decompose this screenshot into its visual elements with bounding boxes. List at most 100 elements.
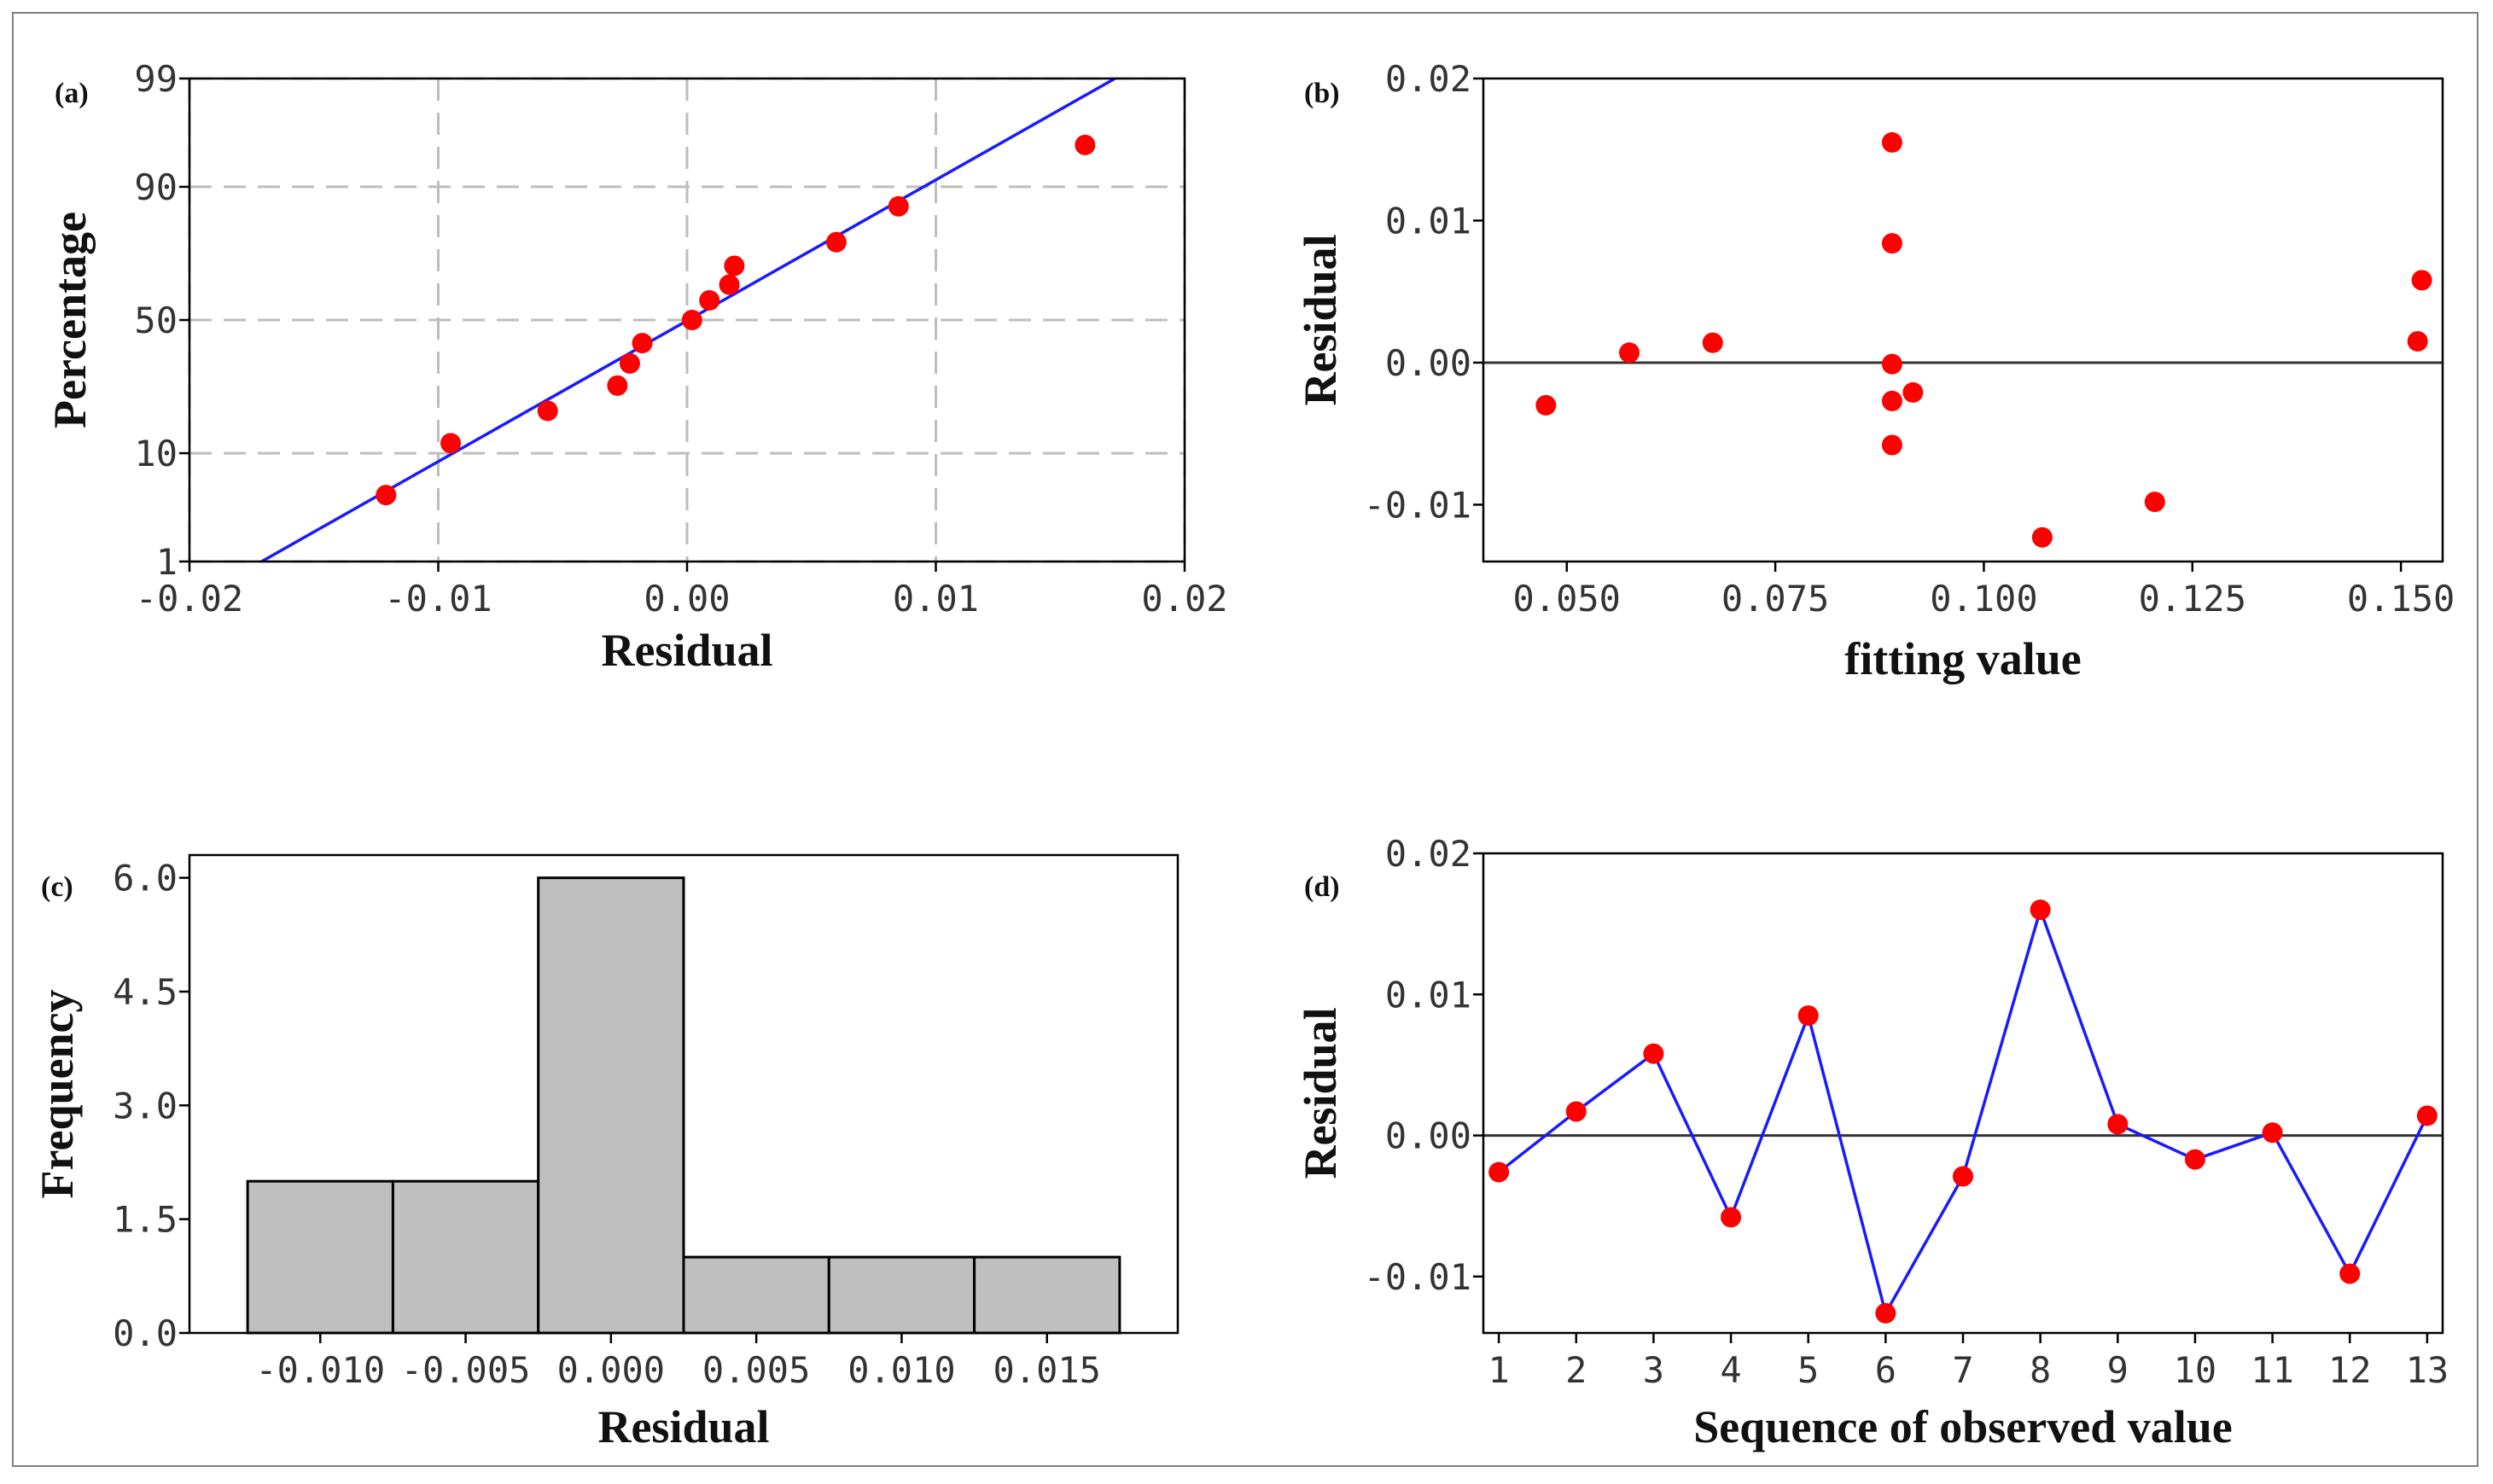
- y-tick-label: 0.01: [1385, 974, 1471, 1016]
- data-point: [376, 485, 397, 506]
- data-point: [537, 400, 558, 422]
- x-tick-label: 11: [2251, 1349, 2294, 1391]
- y-tick-label: 6.0: [113, 858, 178, 899]
- panel-label: (c): [41, 871, 73, 903]
- y-tick-label: 50: [134, 300, 178, 341]
- y-axis-title: Residual: [1295, 1007, 1346, 1178]
- data-point: [2262, 1122, 2283, 1144]
- y-tick-label: 0.00: [1385, 342, 1471, 384]
- histogram-bar: [973, 1255, 1121, 1335]
- data-point: [1535, 394, 1557, 416]
- x-tick-label: -0.010: [255, 1349, 385, 1391]
- data-point: [440, 433, 462, 454]
- data-point: [2030, 899, 2051, 921]
- data-point: [724, 255, 745, 276]
- y-axis-title: Frequency: [32, 990, 83, 1199]
- x-tick-label: 2: [1565, 1349, 1587, 1391]
- y-axis-title: Residual: [1295, 234, 1346, 405]
- data-point: [1881, 434, 1902, 456]
- data-point: [2407, 330, 2428, 352]
- x-tick-label: 5: [1797, 1349, 1819, 1391]
- panel-label: (b): [1304, 78, 1340, 109]
- panel-a: -0.02 -0.01 0.00 0.01 0.02 1 10 50 90 99 Residual P…: [44, 58, 1228, 676]
- x-tick-label: -0.01: [384, 578, 492, 620]
- x-tick-label: -0.02: [136, 578, 243, 620]
- data-point: [681, 310, 702, 330]
- histogram-bar: [537, 876, 685, 1335]
- x-axis-title: Sequence of observed value: [1693, 1401, 2232, 1452]
- x-tick-label: 0.015: [993, 1349, 1101, 1391]
- data-point: [1702, 332, 1723, 353]
- data-point: [619, 352, 640, 374]
- y-tick-label: 1.5: [113, 1199, 178, 1241]
- y-tick-label: -0.01: [1364, 484, 1471, 526]
- y-tick-label: 0.02: [1385, 833, 1471, 875]
- x-tick-label: 6: [1875, 1349, 1896, 1391]
- data-point: [888, 195, 909, 217]
- x-axis-title: Residual: [601, 625, 772, 676]
- y-tick-label: 99: [134, 58, 178, 100]
- data-point: [699, 289, 720, 311]
- data-point: [1881, 233, 1902, 254]
- data-point: [2144, 492, 2165, 513]
- data-point: [1643, 1043, 1664, 1064]
- x-tick-label: 3: [1643, 1349, 1664, 1391]
- x-tick-label: 8: [2030, 1349, 2051, 1391]
- y-tick-label: -0.01: [1364, 1256, 1471, 1298]
- data-point: [1565, 1101, 1587, 1122]
- x-tick-label: 0.100: [1930, 578, 2037, 620]
- data-point: [1902, 381, 1924, 403]
- data-point: [1619, 342, 1640, 364]
- y-tick-label: 3.0: [113, 1085, 178, 1126]
- data-point: [1881, 131, 1902, 153]
- data-point: [1721, 1207, 1742, 1228]
- data-point: [1797, 1005, 1819, 1027]
- x-axis-title: fitting value: [1844, 633, 2082, 684]
- panel-label: (d): [1304, 871, 1340, 903]
- data-point: [1875, 1302, 1896, 1324]
- y-tick-label: 4.5: [113, 971, 178, 1013]
- panel-c: -0.010 -0.005 0.000 0.005 0.010 0.015 0.0 1.5 3.…: [32, 853, 1180, 1452]
- x-tick-label: 1: [1488, 1349, 1509, 1391]
- x-tick-label: 0.050: [1513, 578, 1621, 620]
- data-point: [719, 274, 740, 295]
- histogram-bar: [682, 1255, 830, 1335]
- data-point: [1881, 353, 1902, 375]
- x-tick-label: 4: [1720, 1349, 1741, 1391]
- x-tick-label: -0.005: [401, 1349, 531, 1391]
- panel-label: (a): [55, 78, 89, 109]
- x-tick-label: 10: [2174, 1349, 2217, 1391]
- y-tick-label: 10: [134, 433, 178, 474]
- y-tick-label: 0.01: [1385, 200, 1471, 242]
- x-tick-label: 0.005: [702, 1349, 810, 1391]
- histogram-bar: [246, 1179, 394, 1335]
- panel-b: 0.050 0.075 0.100 0.125 0.150 -0.01 0.00 0.01 0.…: [1295, 58, 2455, 684]
- data-point: [1075, 134, 1096, 155]
- data-point: [2107, 1114, 2129, 1135]
- data-point: [632, 333, 653, 354]
- x-tick-label: 0.150: [2347, 578, 2455, 620]
- data-point: [1881, 390, 1902, 411]
- x-tick-label: 0.075: [1721, 578, 1829, 620]
- y-axis-title: Percentage: [44, 212, 96, 428]
- data-point: [1488, 1161, 1510, 1183]
- x-tick-label: 0.00: [644, 578, 730, 620]
- y-tick-label: 0.00: [1385, 1115, 1471, 1157]
- panel-d: 1 2 3 4 5 6 7 8 9 10 11 12 13-0.010.000.010.02Sequen…: [1295, 833, 2449, 1452]
- plot-frame: [1482, 77, 2444, 563]
- data-point: [607, 375, 628, 396]
- data-point: [1953, 1166, 1973, 1187]
- y-tick-label: 0.0: [113, 1312, 178, 1354]
- residual-sequence-line: [1498, 905, 2429, 1318]
- x-tick-label: 0.125: [2139, 578, 2246, 620]
- x-tick-label: 7: [1952, 1349, 1973, 1391]
- data-point: [2416, 1105, 2438, 1126]
- data-point: [2184, 1149, 2205, 1170]
- x-tick-label: 0.01: [893, 578, 979, 620]
- x-tick-label: 0.000: [557, 1349, 665, 1391]
- plot-frame: [188, 853, 1180, 1335]
- histogram-bar: [827, 1255, 976, 1335]
- plot-frame: [1482, 852, 2444, 1335]
- x-tick-label: 0.02: [1141, 578, 1227, 620]
